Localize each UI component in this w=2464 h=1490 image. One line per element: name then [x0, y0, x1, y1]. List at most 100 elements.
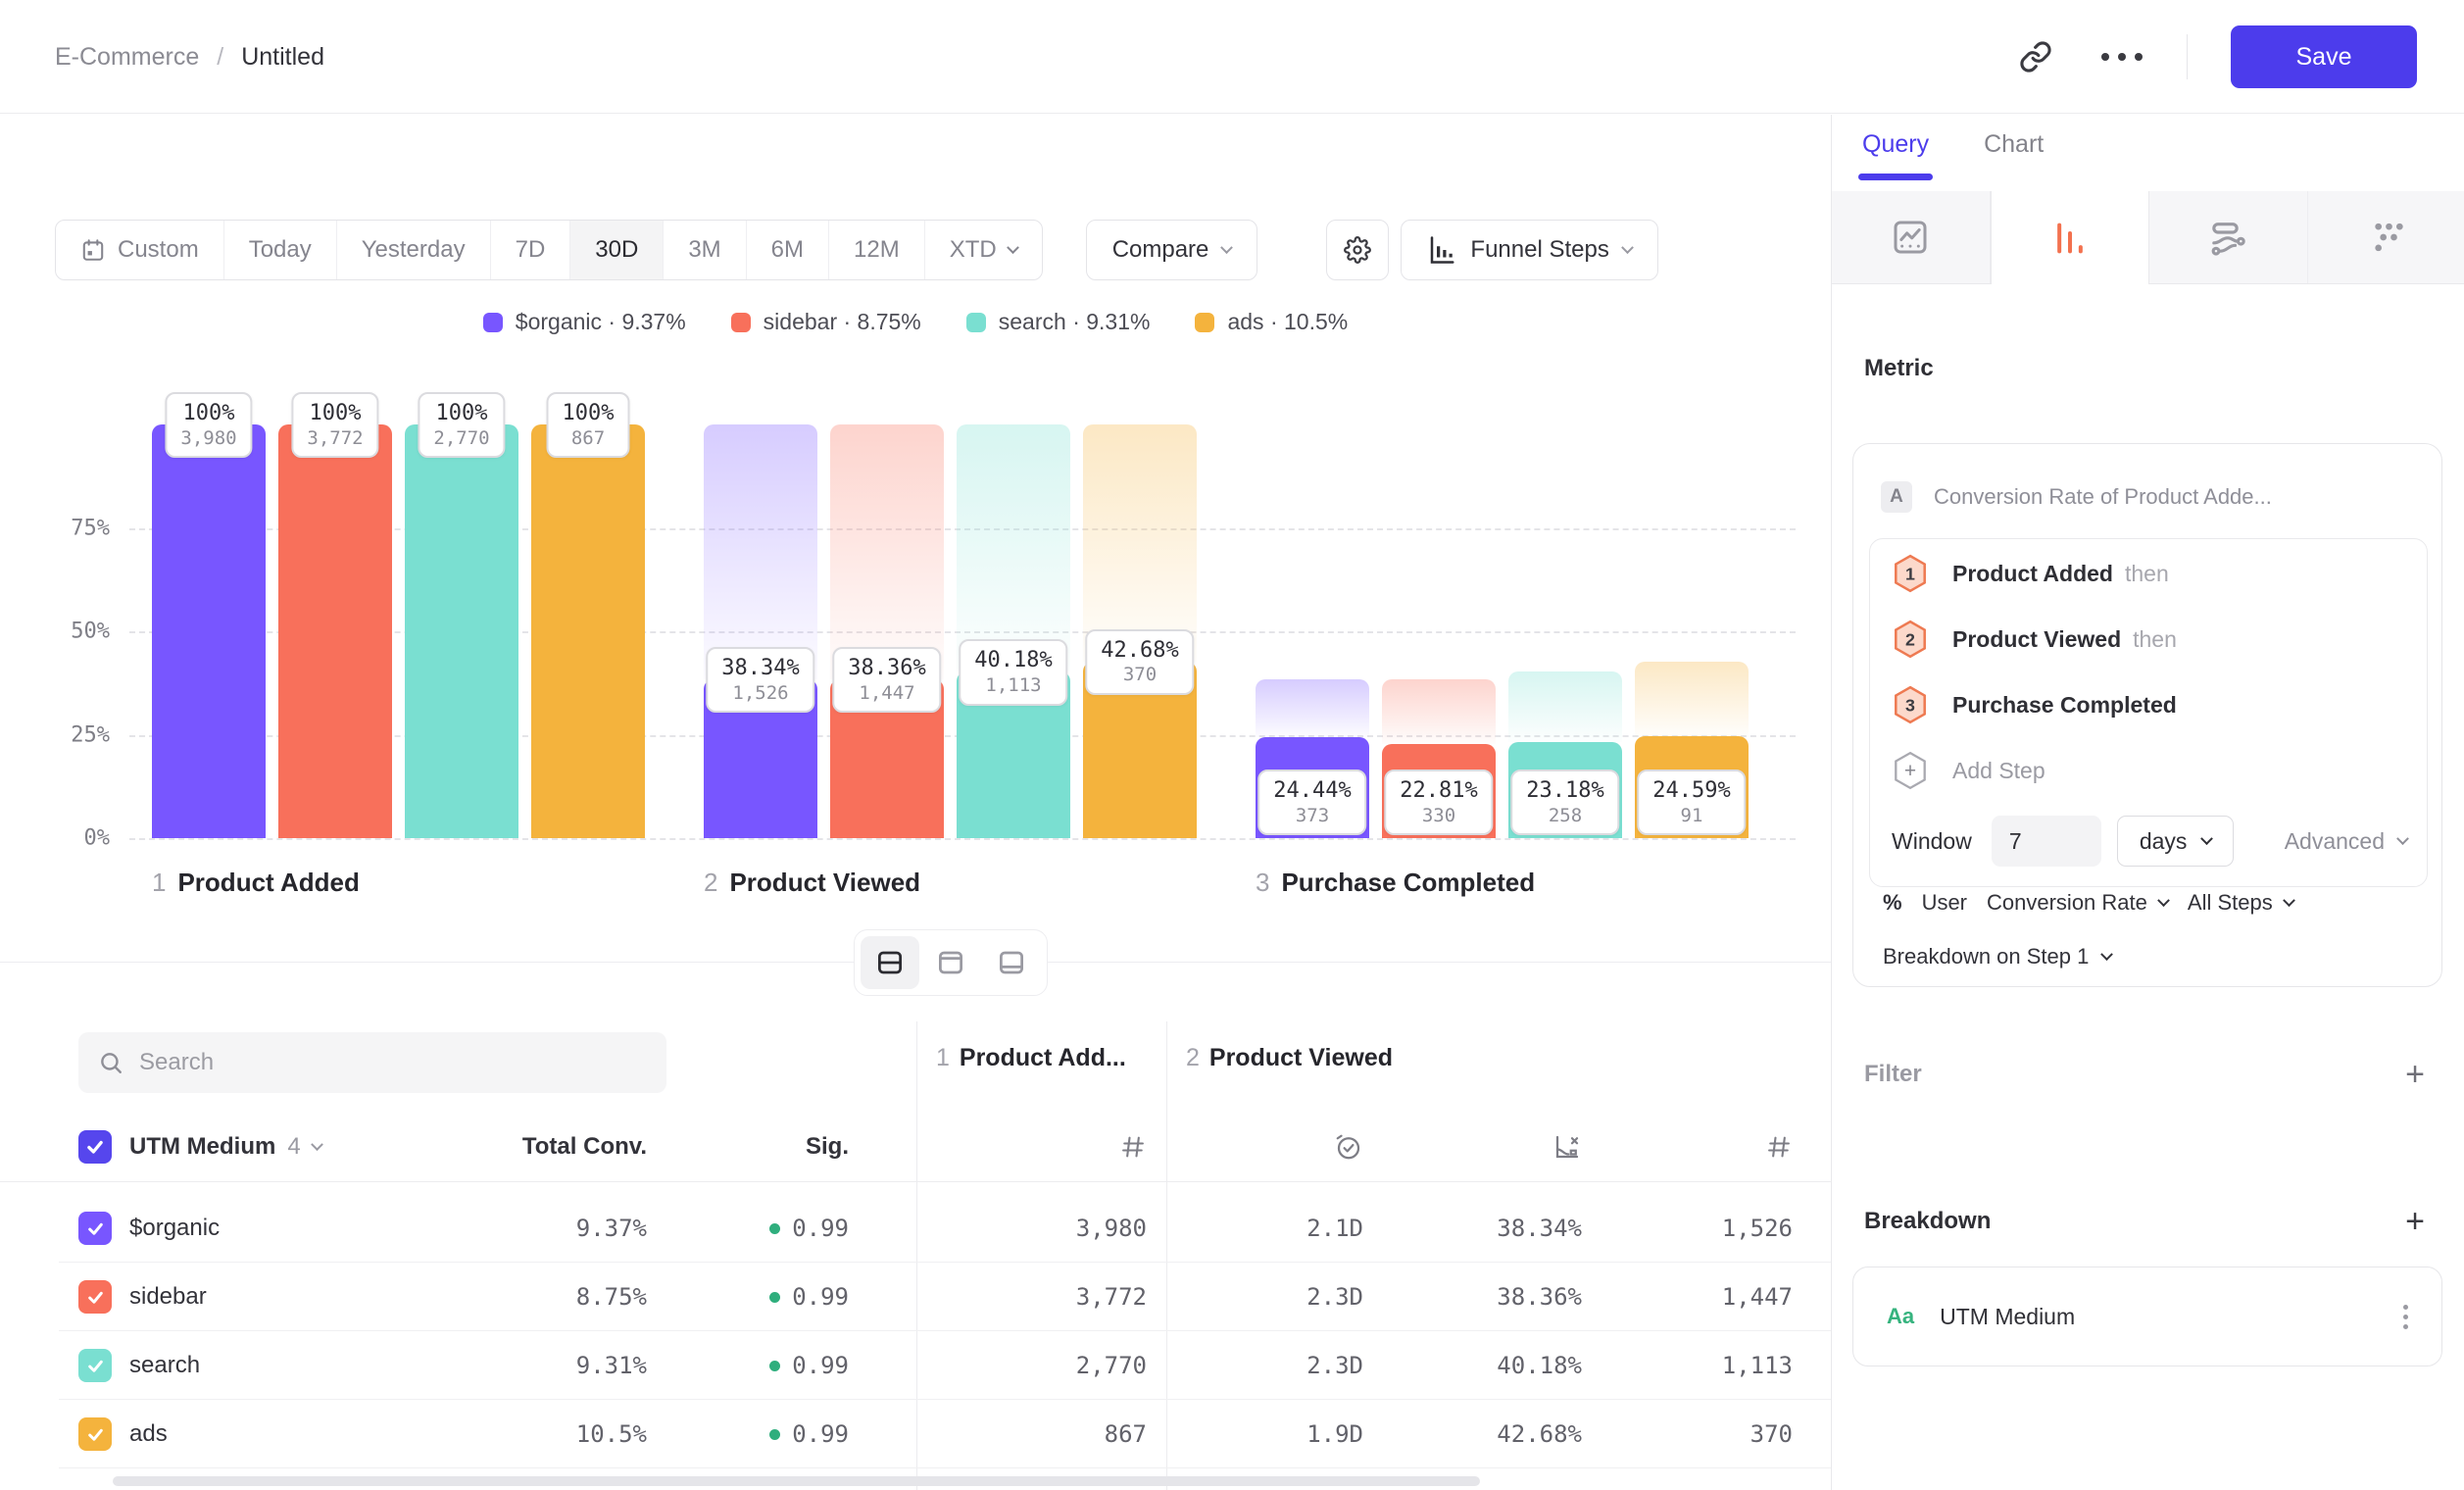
breadcrumb: E-Commerce / Untitled	[55, 0, 324, 114]
filter-section-title: Filter	[1864, 1061, 1922, 1088]
top-panel-view-icon	[936, 948, 965, 977]
row-step2-conv: 42.68%	[1497, 1420, 1582, 1448]
advanced-dropdown[interactable]: Advanced	[2285, 828, 2407, 855]
search-input[interactable]	[139, 1049, 647, 1076]
more-options-button[interactable]	[2100, 35, 2144, 78]
funnel-bar-sidebar-step1[interactable]	[278, 424, 392, 838]
funnel-ghost-bar-organic-step3	[1256, 679, 1369, 737]
bar-count: 91	[1652, 805, 1730, 828]
step-hexagon-badge: 2	[1892, 619, 1929, 660]
scope-label[interactable]: User	[1922, 890, 1967, 916]
step-number: 3	[1256, 868, 1269, 897]
chevron-down-icon	[2101, 948, 2114, 961]
row-name: search	[129, 1352, 200, 1379]
step-label: Product Add...	[960, 1044, 1126, 1071]
metric-summary-row[interactable]: A Conversion Rate of Product Adde...	[1881, 481, 2272, 513]
chevron-down-icon	[2201, 832, 2214, 845]
total-conv-header[interactable]: Total Conv.	[522, 1133, 647, 1161]
bar-conversion-pct: 38.34%	[721, 655, 799, 682]
kebab-menu-icon[interactable]	[2403, 1305, 2408, 1329]
avg-time-column-icon[interactable]	[1334, 1132, 1363, 1162]
breakdown-property-card[interactable]: Aa UTM Medium	[1852, 1266, 2442, 1366]
step-name: Product Added	[177, 868, 359, 897]
horizontal-scrollbar[interactable]	[113, 1476, 1480, 1486]
split-view-button[interactable]	[861, 936, 919, 989]
funnel-bars-icon	[2050, 219, 2090, 258]
table-only-view-button[interactable]	[982, 936, 1041, 989]
row-sig: 0.99	[769, 1283, 849, 1311]
chart-only-view-button[interactable]	[921, 936, 980, 989]
sig-status-dot	[769, 1361, 780, 1371]
breakdown-column-header[interactable]: UTM Medium 4	[129, 1133, 321, 1161]
row-name: ads	[129, 1420, 168, 1448]
steps-scope-dropdown[interactable]: All Steps	[2188, 890, 2293, 916]
share-link-button[interactable]	[2014, 35, 2057, 78]
funnel-ghost-bar-sidebar-step3	[1382, 679, 1496, 744]
breakdown-on-step-dropdown[interactable]: Breakdown on Step 1	[1883, 944, 2111, 969]
metric-badge: A	[1881, 481, 1912, 513]
step-number: 2	[1186, 1044, 1200, 1071]
row-checkbox[interactable]	[78, 1417, 112, 1451]
breadcrumb-parent[interactable]: E-Commerce	[55, 43, 199, 72]
conversion-column-icon[interactable]	[1552, 1132, 1582, 1162]
bar-value-label: 22.81%330	[1384, 770, 1493, 835]
y-axis-tick: 0%	[35, 826, 110, 851]
step-then-label: then	[2125, 561, 2169, 587]
string-type-icon: Aa	[1887, 1304, 1914, 1329]
tab-flows-chart[interactable]	[2149, 191, 2308, 283]
row-step1-count: 867	[1105, 1420, 1147, 1448]
sig-header[interactable]: Sig.	[806, 1133, 849, 1161]
query-step-1[interactable]: 1Product Addedthen	[1870, 542, 2427, 605]
panel-tabs: Query Chart	[1862, 130, 2044, 180]
percent-prefix: %	[1883, 890, 1902, 916]
row-checkbox[interactable]	[78, 1280, 112, 1314]
chevron-down-icon	[2157, 894, 2170, 907]
save-button[interactable]: Save	[2231, 25, 2417, 88]
count-column-icon[interactable]	[1765, 1133, 1793, 1161]
funnel-bar-organic-step1[interactable]	[152, 424, 266, 838]
table-row-organic[interactable]: $organic9.37%0.993,9802.1D38.34%1,526	[0, 1194, 1831, 1263]
y-axis-tick: 25%	[35, 722, 110, 747]
row-checkbox[interactable]	[78, 1349, 112, 1382]
funnel-chart: 75%50%25%0%100%3,980100%3,772100%2,77010…	[0, 115, 1831, 968]
window-unit-dropdown[interactable]: days	[2117, 816, 2235, 867]
table-row-sidebar[interactable]: sidebar8.75%0.993,7722.3D38.36%1,447	[0, 1263, 1831, 1331]
table-row-ads[interactable]: ads10.5%0.998671.9D42.68%370	[0, 1400, 1831, 1468]
metric-type-dropdown[interactable]: Conversion Rate	[1987, 890, 2168, 916]
tab-segmentation-chart[interactable]	[2308, 191, 2464, 283]
count-column-icon[interactable]	[1119, 1133, 1147, 1161]
funnel-bar-ads-step1[interactable]	[531, 424, 645, 838]
bar-conversion-pct: 42.68%	[1101, 637, 1178, 665]
query-step-2[interactable]: 2Product Viewedthen	[1870, 608, 2427, 670]
row-checkbox[interactable]	[78, 1212, 112, 1245]
bar-count: 1,526	[721, 682, 799, 706]
flows-icon	[2208, 218, 2247, 257]
add-step-button[interactable]: + Add Step	[1870, 739, 2427, 802]
sig-status-dot	[769, 1429, 780, 1440]
tab-line-chart[interactable]	[1832, 191, 1991, 283]
funnel-bar-search-step1[interactable]	[405, 424, 518, 838]
tab-query[interactable]: Query	[1862, 130, 1929, 180]
chart-type-tabs	[1832, 191, 2464, 284]
step-then-label: then	[2133, 626, 2177, 653]
bar-count: 258	[1526, 805, 1603, 828]
query-step-3[interactable]: 3Purchase Completed	[1870, 673, 2427, 736]
add-filter-button[interactable]: +	[2405, 1058, 2425, 1091]
table-row-search[interactable]: search9.31%0.992,7702.3D40.18%1,113	[0, 1331, 1831, 1400]
breadcrumb-current[interactable]: Untitled	[241, 43, 324, 72]
row-total-conv: 9.31%	[576, 1352, 647, 1379]
step-name: Purchase Completed	[1281, 868, 1535, 897]
bar-count: 1,113	[974, 674, 1052, 698]
bar-value-label: 40.18%1,113	[959, 639, 1067, 705]
row-step2-count: 1,447	[1722, 1283, 1793, 1311]
tab-chart[interactable]: Chart	[1984, 130, 2044, 180]
x-axis-step-label: 2Product Viewed	[704, 868, 920, 898]
row-avg-time: 2.3D	[1306, 1283, 1363, 1311]
bar-conversion-pct: 23.18%	[1526, 777, 1603, 805]
window-value-input[interactable]	[1992, 816, 2101, 867]
select-all-checkbox[interactable]	[78, 1130, 112, 1164]
add-breakdown-button[interactable]: +	[2405, 1205, 2425, 1238]
link-icon	[2019, 40, 2052, 74]
tab-funnel-chart[interactable]	[1991, 191, 2150, 284]
bar-conversion-pct: 22.81%	[1400, 777, 1477, 805]
